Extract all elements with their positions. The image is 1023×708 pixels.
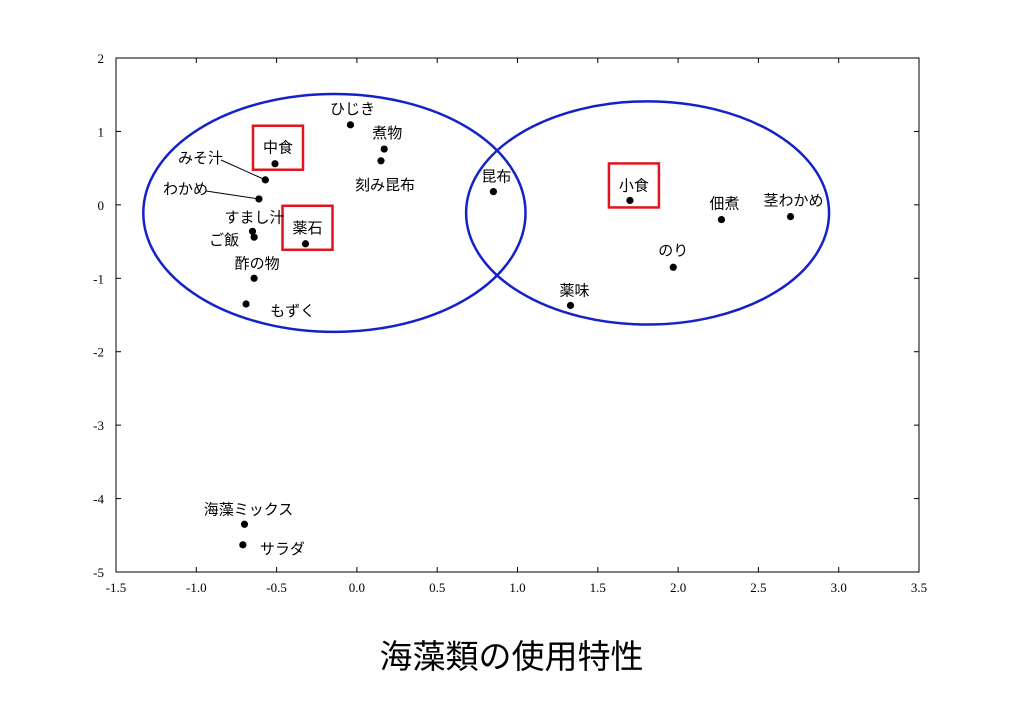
point-label: 薬味 [559,281,589,299]
point-label: 昆布 [481,168,511,186]
x-tick-label: -1.0 [186,580,207,595]
x-tick-label: 0.5 [429,580,445,595]
data-point [248,227,257,235]
data-point [489,188,498,196]
x-tick-label: 3.5 [911,580,927,595]
y-tick-label: 1 [98,124,105,139]
cluster-ellipse-1 [142,92,527,334]
cluster-ellipses [142,92,831,334]
y-tick-label: -2 [93,345,104,360]
highlight-box [607,162,661,209]
x-tick-label: -0.5 [266,580,287,595]
data-point [240,520,249,528]
data-point [250,233,258,241]
highlight-box [281,204,334,252]
data-point [566,301,575,310]
point-label: 小食 [619,176,649,194]
data-point [301,240,310,248]
y-tick-label: -4 [93,492,104,507]
data-point [626,196,634,205]
highlight-boxes [251,124,661,252]
data-point [717,215,726,224]
data-point [669,263,677,271]
point-label: 刻み昆布 [355,176,415,194]
label-leader-line [220,159,266,181]
y-tick-label: -3 [93,418,104,433]
data-point [380,145,388,153]
x-tick-label: 0.0 [349,580,365,595]
x-tick-label: 3.0 [831,580,847,595]
point-label: サラダ [260,540,305,558]
point-label: のり [658,241,688,259]
data-point [242,300,250,308]
x-tick-label: -1.5 [106,580,127,595]
plot-frame [115,57,920,573]
data-point [250,274,258,282]
caption-title: 海藻類の使用特性 [379,637,644,676]
y-tick-label: -1 [93,271,104,286]
cluster-ellipse-2 [464,100,831,326]
point-label: ひじき [330,100,375,118]
axis-ticks: -1.5 -1.0 -0.5 0.0 0.5 1.0 1.5 2.0 2.5 3.0 3.5 2 1 0 -… [93,51,927,595]
point-label: もずく [270,302,315,320]
label-leader-line [205,190,260,200]
point-label: 薬石 [293,219,323,237]
data-points [239,121,795,549]
y-tick-label: 2 [98,51,105,66]
x-tick-label: 2.0 [670,580,686,595]
data-point [239,541,247,549]
point-label: すまし汁 [225,208,285,226]
x-tick-label: 1.0 [509,580,525,595]
point-label: 中食 [263,139,293,157]
y-tick-label: -5 [93,565,104,580]
point-label: 酢の物 [235,254,280,272]
point-label: 海藻ミックス [204,500,294,518]
data-point [377,157,385,165]
point-label: ご飯 [209,231,239,249]
highlight-box [251,124,305,171]
x-tick-label: 1.5 [590,580,606,595]
data-point [346,121,355,129]
point-label: 茎わかめ [764,192,824,210]
y-tick-label: 0 [98,198,105,213]
x-tick-label: 2.5 [750,580,766,595]
point-label: 佃煮 [709,195,739,213]
point-label: 煮物 [372,124,402,142]
point-label: わかめ [163,180,208,198]
data-point [786,213,795,221]
data-point [271,160,279,168]
point-label: みそ汁 [178,149,223,167]
